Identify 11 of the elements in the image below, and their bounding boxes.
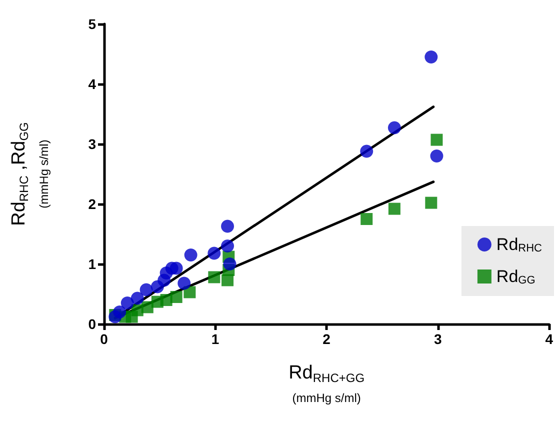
x-tick-label: 3	[434, 331, 442, 347]
y-tick-label: 1	[88, 256, 96, 272]
x-tick-label: 4	[545, 331, 554, 347]
y-tick-label: 0	[88, 316, 96, 332]
x-tick-label: 1	[211, 331, 220, 347]
y-tick-label: 2	[88, 196, 96, 212]
y-tick-label: 3	[88, 136, 96, 152]
x-tick-label: 2	[322, 331, 331, 347]
y-tick-label: 5	[88, 16, 96, 32]
x-tick-label: 0	[100, 331, 108, 347]
y-tick-label: 4	[88, 76, 96, 92]
